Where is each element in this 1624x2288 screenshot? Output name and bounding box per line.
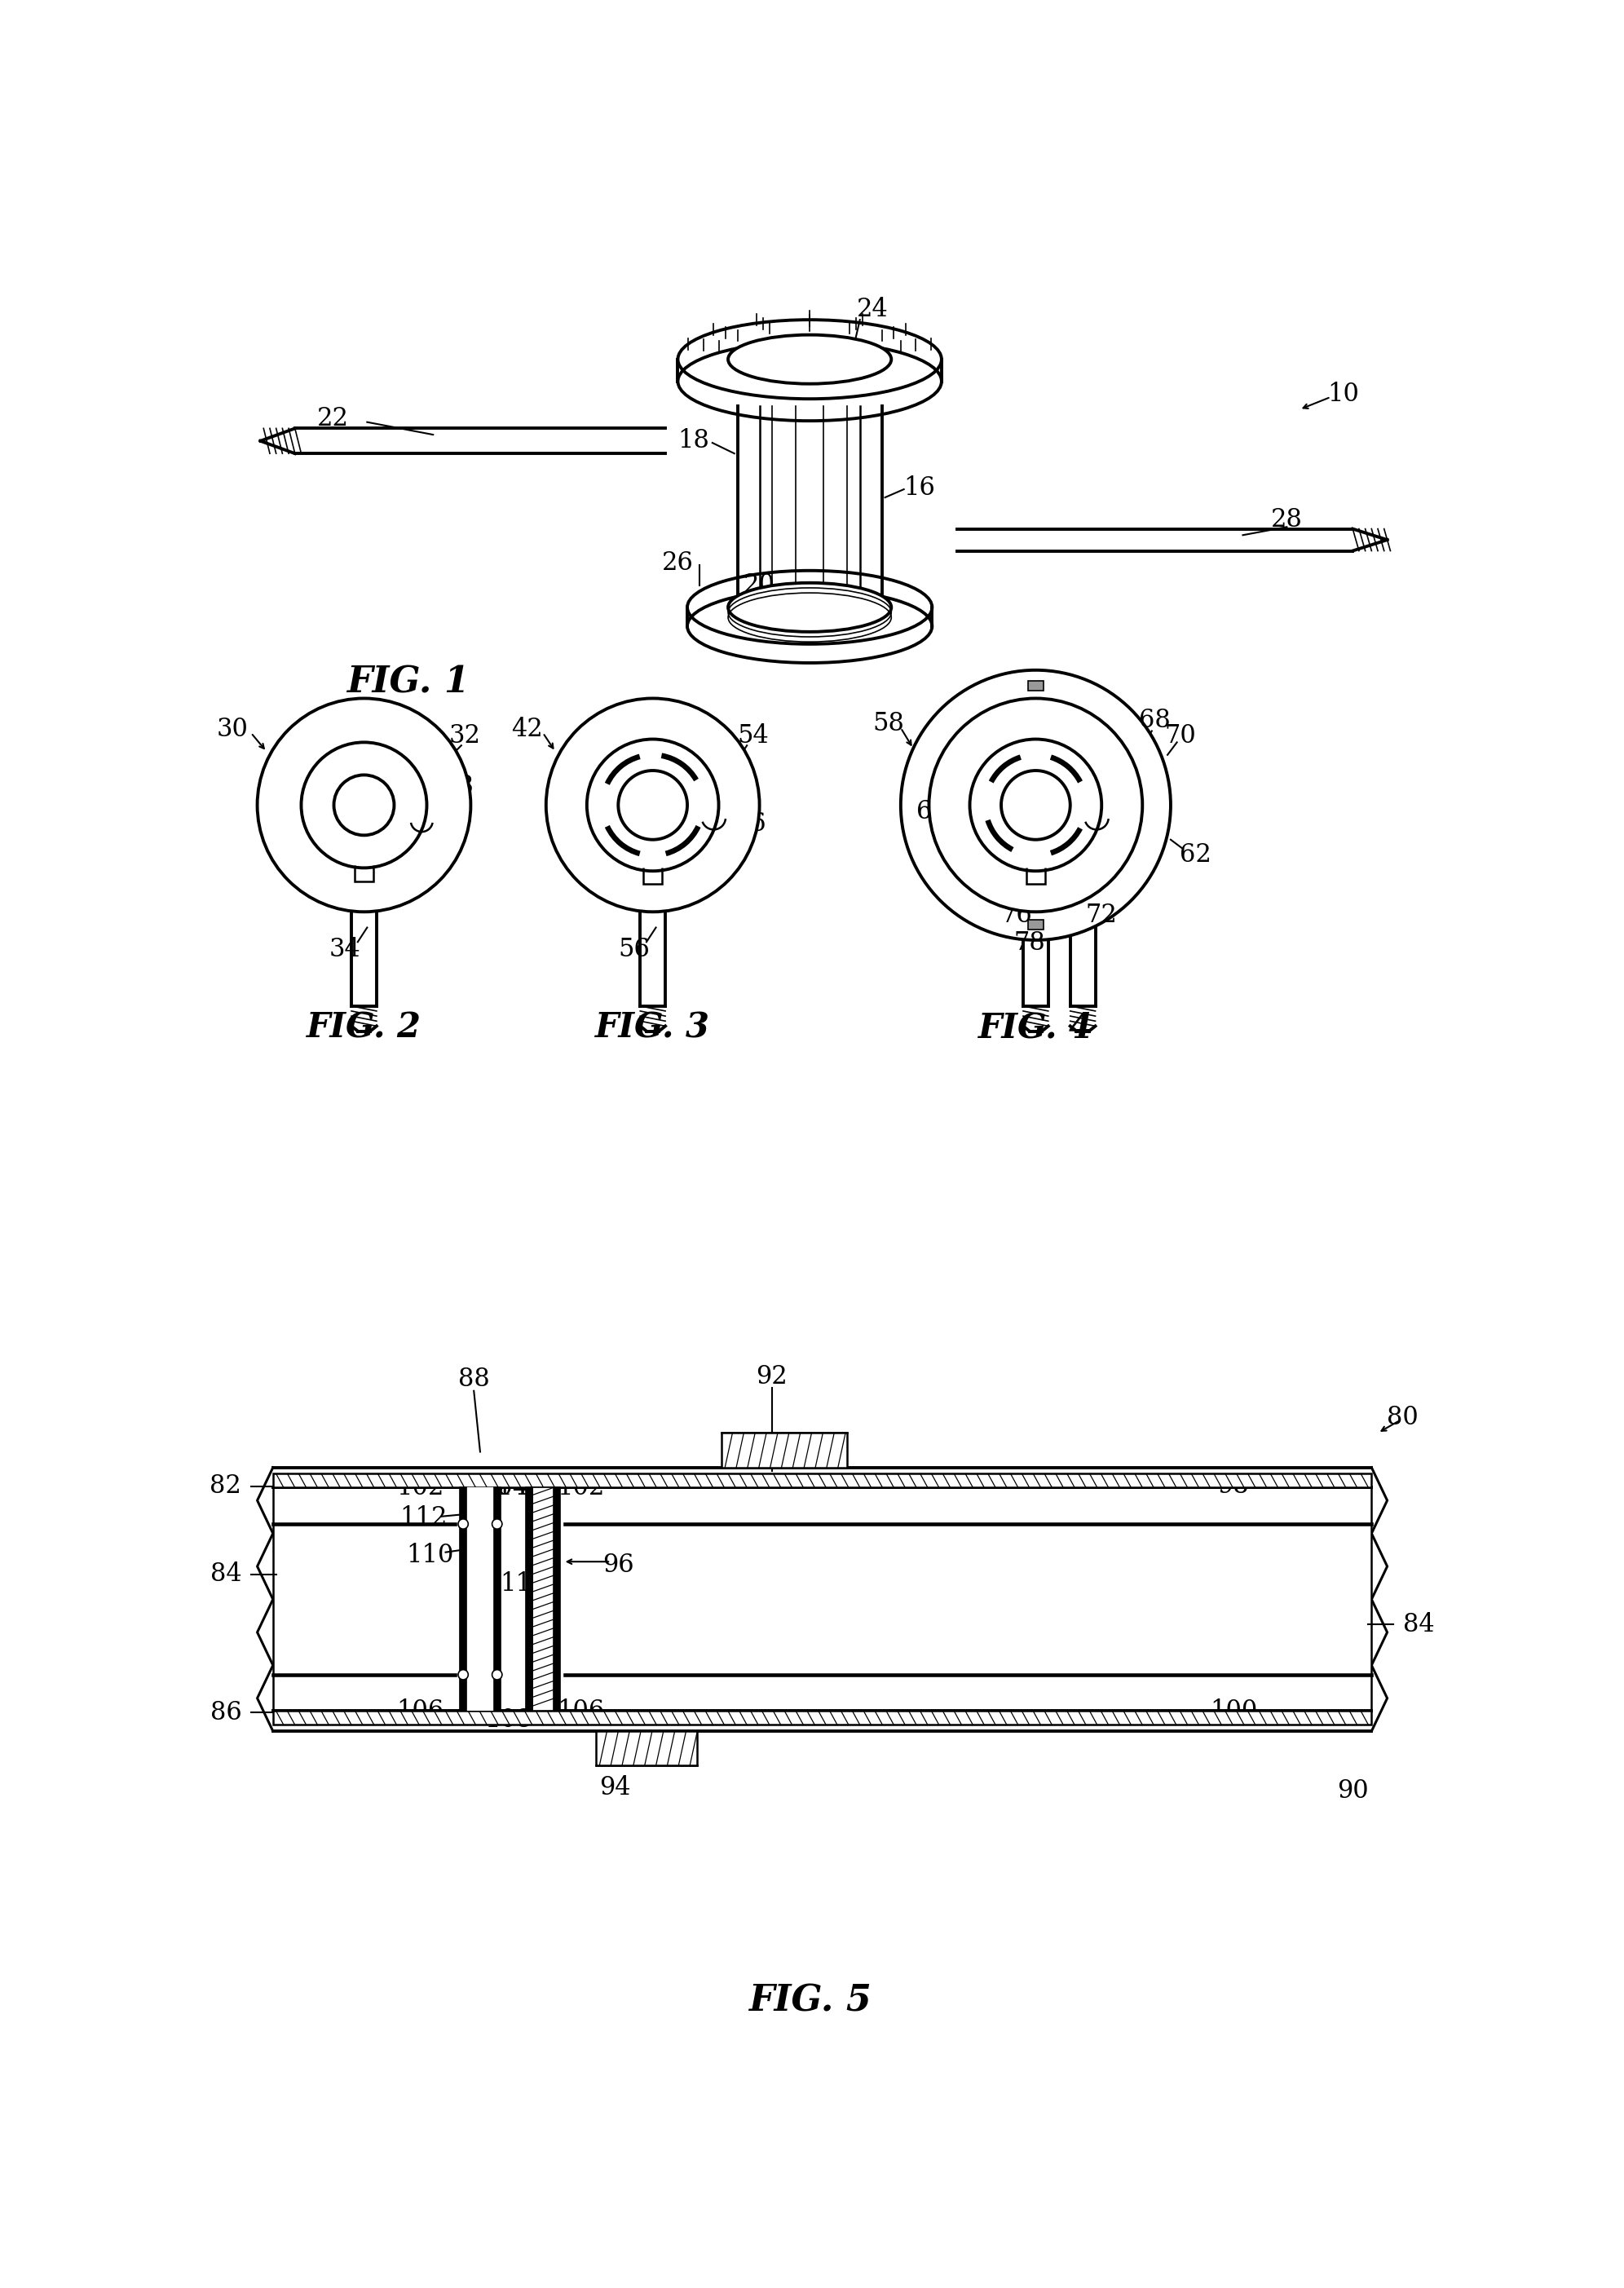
Text: 110: 110	[500, 1572, 547, 1597]
Text: 34: 34	[330, 936, 361, 963]
Bar	[1028, 920, 1043, 929]
Text: 98: 98	[1218, 1473, 1249, 1499]
Circle shape	[546, 698, 760, 913]
Text: 56: 56	[619, 936, 650, 963]
Text: 92: 92	[757, 1364, 788, 1389]
Circle shape	[901, 670, 1171, 940]
Text: 114: 114	[481, 1476, 529, 1501]
Text: 50: 50	[659, 773, 690, 799]
Circle shape	[257, 698, 471, 913]
Circle shape	[929, 698, 1142, 913]
Text: 30: 30	[216, 716, 248, 741]
Text: 104: 104	[482, 1476, 529, 1501]
Ellipse shape	[728, 334, 892, 384]
Text: 32: 32	[448, 723, 481, 748]
Text: 106: 106	[557, 1698, 604, 1723]
Text: 66: 66	[1000, 821, 1033, 847]
Circle shape	[335, 776, 395, 835]
Text: 72: 72	[1086, 901, 1117, 927]
Text: 106: 106	[396, 1698, 445, 1723]
Text: 84: 84	[209, 1563, 242, 1588]
Text: 78: 78	[1013, 931, 1046, 956]
Text: 52: 52	[624, 826, 656, 851]
Bar	[554, 1487, 560, 1711]
Text: 20: 20	[744, 572, 775, 597]
Text: 82: 82	[209, 1473, 242, 1499]
Text: 80: 80	[1387, 1405, 1419, 1430]
Text: 48: 48	[599, 773, 630, 799]
Text: FIG. 4: FIG. 4	[978, 1011, 1093, 1046]
Text: 70: 70	[1164, 723, 1195, 748]
Bar	[721, 1432, 848, 1467]
Text: 90: 90	[1337, 1778, 1369, 1803]
Bar	[466, 1487, 495, 1711]
Text: FIG. 2: FIG. 2	[307, 1011, 422, 1046]
Text: 86: 86	[209, 1700, 242, 1725]
Text: 40: 40	[263, 812, 296, 837]
Text: 18: 18	[677, 428, 710, 453]
Text: 26: 26	[663, 551, 693, 577]
Circle shape	[586, 739, 719, 872]
Text: 96: 96	[603, 1551, 633, 1576]
Circle shape	[458, 1519, 468, 1528]
Bar	[273, 1711, 1372, 1725]
Bar	[526, 1487, 533, 1711]
Circle shape	[492, 1670, 502, 1679]
Text: 28: 28	[1272, 506, 1302, 533]
Circle shape	[619, 771, 687, 840]
Text: FIG. 3: FIG. 3	[596, 1011, 710, 1046]
Circle shape	[458, 1670, 468, 1679]
Text: 102: 102	[557, 1476, 604, 1501]
Text: 102: 102	[396, 1476, 445, 1501]
Text: 88: 88	[458, 1366, 490, 1391]
Text: 22: 22	[317, 407, 349, 432]
Bar	[460, 1487, 466, 1711]
Text: 60: 60	[1023, 782, 1054, 808]
Text: 54: 54	[737, 723, 770, 748]
Bar	[494, 1487, 500, 1711]
Ellipse shape	[728, 583, 892, 631]
Text: FIG. 1: FIG. 1	[346, 666, 469, 700]
Text: 112: 112	[400, 1506, 448, 1531]
Bar	[533, 1487, 554, 1711]
Text: 10: 10	[1327, 382, 1359, 407]
Text: 76: 76	[1000, 901, 1033, 927]
Text: 36: 36	[339, 782, 370, 808]
Bar	[1028, 682, 1043, 691]
Circle shape	[300, 741, 427, 867]
Text: 110: 110	[406, 1542, 453, 1567]
Text: 16: 16	[903, 476, 935, 501]
Text: 68: 68	[1138, 707, 1171, 732]
Text: 24: 24	[857, 297, 888, 323]
Text: 94: 94	[599, 1775, 630, 1801]
Text: 14: 14	[793, 597, 827, 625]
Text: 12: 12	[793, 350, 827, 375]
Text: FIG. 5: FIG. 5	[749, 1984, 870, 2018]
Text: 100: 100	[1210, 1698, 1257, 1723]
Bar	[596, 1732, 697, 1766]
Text: 84: 84	[1403, 1611, 1434, 1638]
Circle shape	[1000, 771, 1070, 840]
Text: 64: 64	[916, 799, 948, 824]
Text: 74: 74	[1054, 817, 1086, 842]
Circle shape	[970, 739, 1101, 872]
Bar	[273, 1473, 1372, 1487]
Text: 108: 108	[484, 1707, 533, 1732]
Text: 46: 46	[734, 812, 767, 837]
Bar	[273, 1487, 1372, 1711]
Circle shape	[492, 1519, 502, 1528]
Text: 58: 58	[872, 712, 905, 737]
Text: 42: 42	[512, 716, 542, 741]
Text: 44: 44	[619, 796, 650, 821]
Text: 38: 38	[442, 773, 474, 799]
Text: 62: 62	[1181, 842, 1212, 867]
